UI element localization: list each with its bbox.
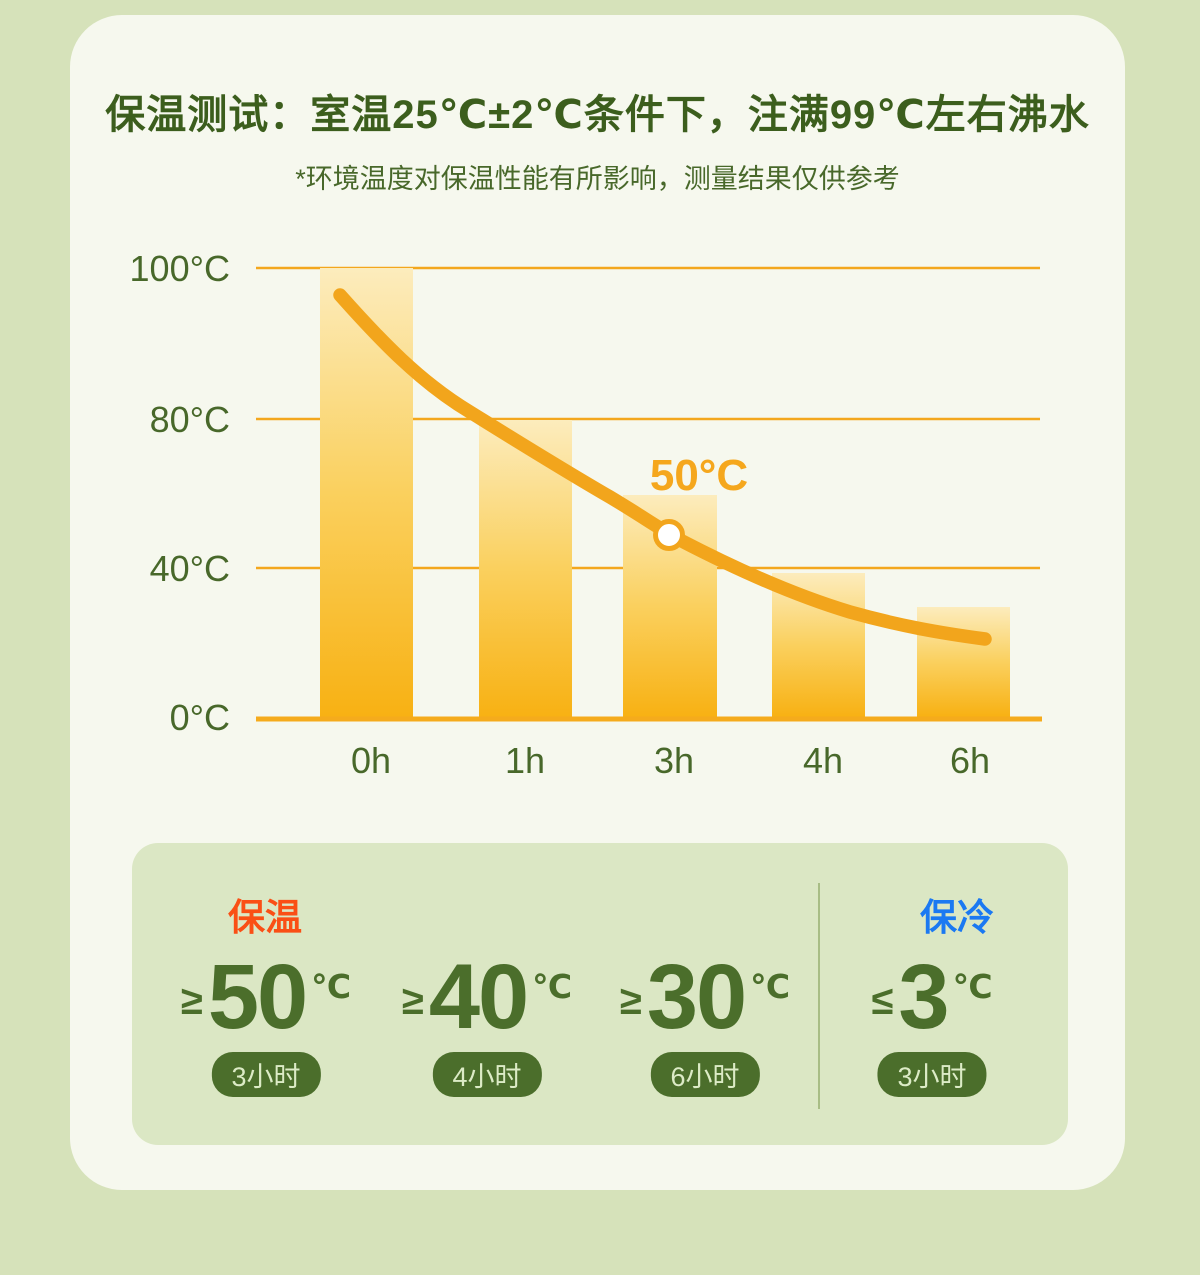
y-tick-100: 100°C xyxy=(130,248,230,289)
duration-badge: 4小时 xyxy=(432,1051,542,1097)
page-title: 保温测试：室温25℃±2℃条件下，注满99℃左右沸水 xyxy=(105,93,1090,137)
gte-symbol: ≥ xyxy=(401,979,424,1023)
duration-badge: 3小时 xyxy=(211,1051,321,1097)
gte-symbol: ≥ xyxy=(180,979,203,1023)
x-tick-6h: 6h xyxy=(950,740,990,781)
measure-number: 3 xyxy=(898,946,949,1048)
y-tick-0: 0°C xyxy=(170,697,230,738)
measure-number: 50 xyxy=(207,946,308,1048)
section-divider xyxy=(818,883,820,1109)
duration-badge: 3小时 xyxy=(877,1051,987,1097)
measure-value: ≥ 30 ℃ xyxy=(619,946,791,1048)
measure-value: ≥ 50 ℃ xyxy=(180,946,352,1048)
annotation-50c: 50°C xyxy=(650,451,748,500)
measure-value: ≤ 3 ℃ xyxy=(871,946,993,1048)
heat-measure-50c: ≥ 50 ℃ 3小时 xyxy=(180,946,352,1097)
y-tick-80: 80°C xyxy=(150,399,230,440)
lte-symbol: ≤ xyxy=(871,979,894,1023)
measure-unit: ℃ xyxy=(750,968,791,1005)
x-tick-1h: 1h xyxy=(505,740,545,781)
heat-measure-40c: ≥ 40 ℃ 4小时 xyxy=(401,946,573,1097)
measure-value: ≥ 40 ℃ xyxy=(401,946,573,1048)
measure-unit: ℃ xyxy=(952,968,993,1005)
x-tick-3h: 3h xyxy=(654,740,694,781)
measure-number: 30 xyxy=(646,946,747,1048)
page-subtitle: *环境温度对保温性能有所影响，测量结果仅供参考 xyxy=(295,164,900,194)
bar-6h xyxy=(917,607,1010,717)
measure-unit: ℃ xyxy=(311,968,352,1005)
bar-0h xyxy=(320,268,413,717)
cold-measure-3c: ≤ 3 ℃ 3小时 xyxy=(871,946,993,1097)
duration-badge: 6小时 xyxy=(650,1051,760,1097)
heat-section-label: 保温 xyxy=(228,897,302,938)
x-tick-0h: 0h xyxy=(351,740,391,781)
cold-section-label: 保冷 xyxy=(920,897,994,938)
cooling-curve xyxy=(333,288,992,646)
heat-measure-30c: ≥ 30 ℃ 6小时 xyxy=(619,946,791,1097)
summary-panel: 保温 保冷 ≥ 50 ℃ 3小时 ≥ 40 ℃ 4小时 ≥ 30 ℃ xyxy=(132,843,1068,1145)
data-point-marker xyxy=(653,519,685,551)
y-tick-40: 40°C xyxy=(150,548,230,589)
gte-symbol: ≥ xyxy=(619,979,642,1023)
x-tick-4h: 4h xyxy=(803,740,843,781)
measure-number: 40 xyxy=(428,946,529,1048)
measure-unit: ℃ xyxy=(532,968,573,1005)
